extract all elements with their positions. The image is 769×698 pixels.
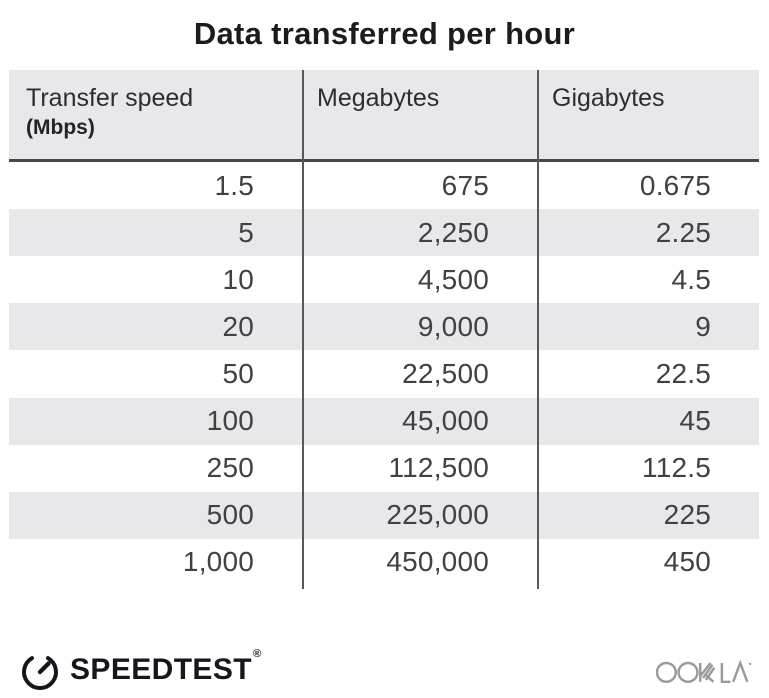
table-cell: 4,500 bbox=[417, 263, 489, 295]
table-cell: 4.5 bbox=[671, 263, 711, 295]
table-cell: 50 bbox=[222, 357, 254, 389]
data-table: Transfer speed (Mbps) Megabytes Gigabyte… bbox=[9, 70, 759, 589]
table-cell: 1.5 bbox=[214, 169, 254, 201]
column-header-gigabytes: Gigabytes bbox=[537, 70, 759, 159]
table-cell: 112.5 bbox=[642, 452, 711, 484]
table-cell: 450,000 bbox=[386, 546, 489, 578]
table-cell: 10 bbox=[222, 263, 254, 295]
speedtest-gauge-icon bbox=[22, 656, 58, 690]
column-header-label: Megabytes bbox=[317, 84, 440, 112]
table-cell: 22,500 bbox=[402, 357, 489, 389]
column-divider bbox=[302, 70, 304, 589]
column-header-unit: (Mbps) bbox=[26, 116, 95, 139]
table-cell: 1,000 bbox=[182, 546, 254, 578]
table-cell: 450 bbox=[663, 546, 711, 578]
column-header-megabytes: Megabytes bbox=[302, 70, 537, 159]
column-header-label: Transfer speed bbox=[26, 84, 194, 112]
table-row: 100 45,000 45 bbox=[9, 397, 759, 445]
footer: SPEEDTEST® bbox=[19, 644, 752, 696]
table-row: 5 2,250 2.25 bbox=[9, 209, 759, 257]
table-cell: 675 bbox=[441, 169, 489, 201]
table-row: 1,000 450,000 450 bbox=[9, 539, 759, 586]
column-header-transfer-speed: Transfer speed (Mbps) bbox=[9, 70, 302, 159]
registered-mark: ® bbox=[252, 648, 262, 660]
table-cell: 45,000 bbox=[402, 405, 489, 437]
ookla-logo bbox=[656, 655, 752, 686]
table-row: 10 4,500 4.5 bbox=[9, 256, 759, 303]
brand-text: SPEEDTEST bbox=[70, 653, 252, 686]
table-row: 20 9,000 9 bbox=[9, 303, 759, 351]
table-row: 500 225,000 225 bbox=[9, 491, 759, 539]
table-cell: 225,000 bbox=[386, 499, 489, 531]
table-body: 1.5 675 0.675 5 2,250 2.25 10 4,500 4.5 20 9,000 9 5… bbox=[9, 162, 759, 586]
table-cell: 2.25 bbox=[655, 216, 711, 248]
table-row: 1.5 675 0.675 bbox=[9, 162, 759, 209]
table-cell: 45 bbox=[679, 405, 711, 437]
table-cell: 500 bbox=[206, 499, 254, 531]
table-cell: 9 bbox=[695, 310, 711, 342]
table-cell: 100 bbox=[206, 405, 254, 437]
ookla-wordmark-icon bbox=[656, 658, 752, 683]
speedtest-wordmark: SPEEDTEST® bbox=[70, 649, 261, 686]
table-cell: 2,250 bbox=[417, 216, 489, 248]
table-cell: 0.675 bbox=[639, 169, 711, 201]
table-header: Transfer speed (Mbps) Megabytes Gigabyte… bbox=[9, 70, 759, 162]
table-row: 250 112,500 112.5 bbox=[9, 445, 759, 492]
column-divider bbox=[537, 70, 539, 589]
table-row: 50 22,500 22.5 bbox=[9, 350, 759, 397]
table-cell: 20 bbox=[222, 310, 254, 342]
table-cell: 112,500 bbox=[388, 452, 489, 484]
table-cell: 9,000 bbox=[417, 310, 489, 342]
table-cell: 5 bbox=[238, 216, 254, 248]
page-title: Data transferred per hour bbox=[193, 16, 576, 51]
table-cell: 22.5 bbox=[655, 357, 711, 389]
table-cell: 225 bbox=[663, 499, 711, 531]
column-header-label: Gigabytes bbox=[552, 84, 665, 112]
table-cell: 250 bbox=[206, 452, 254, 484]
speedtest-logo: SPEEDTEST® bbox=[19, 649, 261, 691]
